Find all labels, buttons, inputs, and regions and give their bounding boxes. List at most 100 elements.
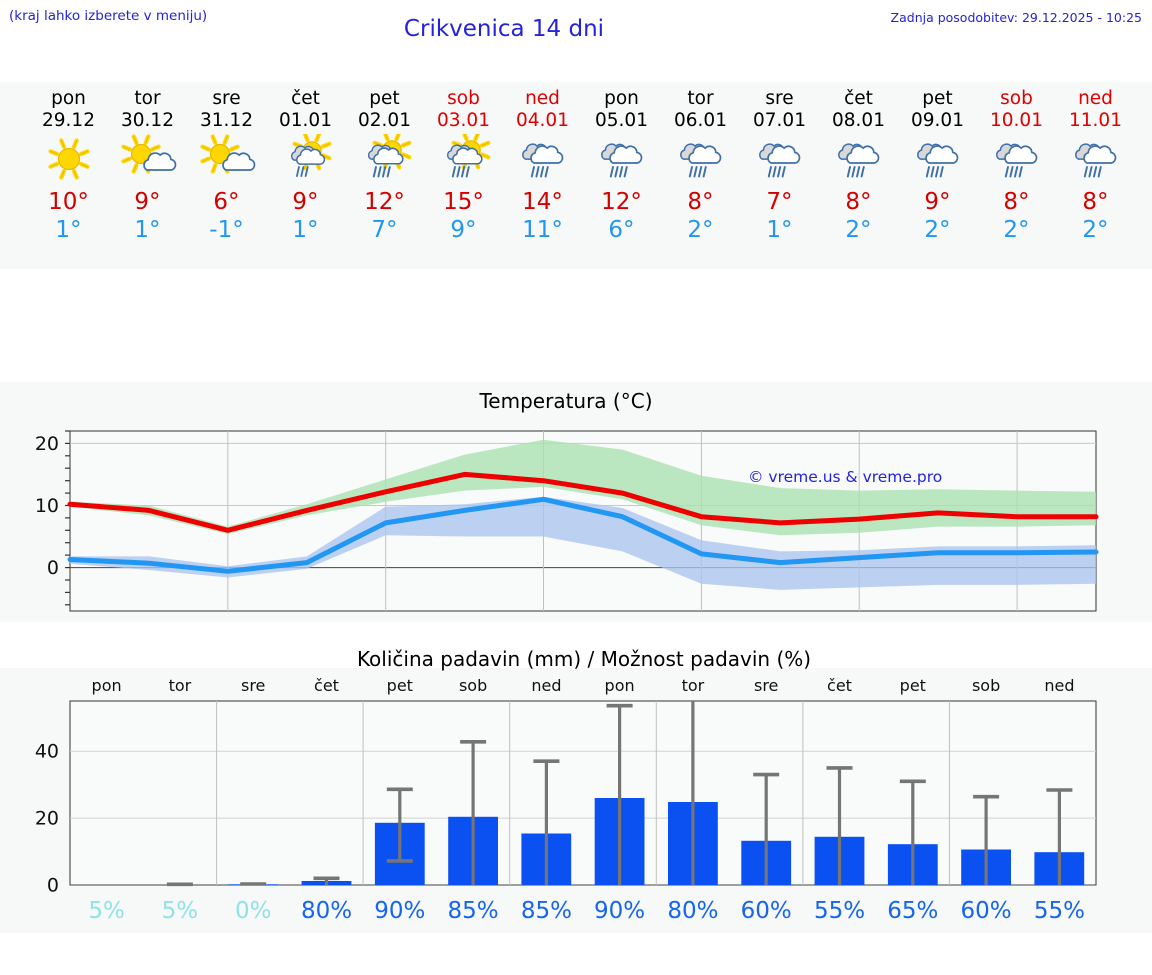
max-temperature-label: 8° [687,189,714,215]
sun-cloud-icon [197,134,257,186]
day-date-label: 03.01 [437,110,490,131]
max-temperature-label: 8° [845,189,872,215]
day-of-week-label: čet [844,88,873,109]
cloud-rain-icon [829,134,889,186]
day-column: pet 09.01 9° 2° [898,82,977,269]
max-temperature-label: 15° [443,189,484,215]
min-temperature-label: -1° [209,217,244,243]
day-date-label: 29.12 [42,110,95,131]
day-column: sre 31.12 6° -1° [187,82,266,269]
min-temperature-label: 2° [924,217,951,243]
day-date-label: 01.01 [279,110,332,131]
day-date-label: 08.01 [832,110,885,131]
precip-day-label: pet [900,676,926,695]
min-temperature-label: 2° [1082,217,1109,243]
day-date-label: 09.01 [911,110,964,131]
day-of-week-label: sob [1000,88,1033,109]
precip-day-label: ned [1044,676,1074,695]
day-column: pon 05.01 12° 6° [582,82,661,269]
day-of-week-label: pon [604,88,639,109]
precip-probability-label: 5% [162,898,199,924]
day-of-week-label: tor [687,88,714,109]
max-temperature-label: 14° [522,189,563,215]
day-date-label: 30.12 [121,110,174,131]
day-of-week-label: čet [291,88,320,109]
day-of-week-label: pet [369,88,400,109]
daily-forecast-row: pon 29.12 10° 1° tor 30.12 9° 1° sre 31.12 6° -1° če… [0,82,1152,269]
daily-summary-panel [0,82,1152,269]
page-header: (kraj lahko izberete v meniju) Crikvenic… [0,0,1152,46]
cloud-rain-icon [513,134,573,186]
svg-text:0: 0 [47,557,59,579]
max-temperature-label: 9° [292,189,319,215]
day-column: ned 04.01 14° 11° [503,82,582,269]
day-of-week-label: pet [922,88,953,109]
day-date-label: 11.01 [1069,110,1122,131]
sun-cloud-light-rain-icon [276,134,336,186]
precipitation-chart: 0 20 40 pon tor sre čet pet sob ned pon tor sre čet pe… [35,676,1097,924]
day-column: ned 11.01 8° 2° [1056,82,1135,269]
precip-probability-label: 85% [521,898,572,924]
page-title: Crikvenica 14 dni [403,16,605,42]
precip-probability-label: 55% [814,898,865,924]
day-date-label: 05.01 [595,110,648,131]
day-of-week-label: sre [212,88,241,109]
min-temperature-label: 2° [687,217,714,243]
precip-probability-label: 0% [235,898,272,924]
precip-day-label: ned [531,676,561,695]
day-column: sob 03.01 15° 9° [424,82,503,269]
min-temperature-label: 9° [450,217,477,243]
day-date-label: 31.12 [200,110,253,131]
max-temperature-label: 7° [766,189,793,215]
precip-probability-label: 65% [887,898,938,924]
precip-day-label: čet [827,676,852,695]
sun-cloud-rain-icon [434,134,494,186]
min-temperature-label: 11° [522,217,563,243]
precip-probability-label: 80% [667,898,718,924]
precip-day-label: tor [169,676,192,695]
max-temperature-label: 8° [1082,189,1109,215]
cloud-rain-icon [908,134,968,186]
precip-probability-label: 80% [301,898,352,924]
day-column: čet 01.01 9° 1° [266,82,345,269]
cloud-rain-icon [750,134,810,186]
max-temperature-label: 9° [924,189,951,215]
max-temperature-label: 6° [213,189,240,215]
precip-day-label: sre [241,676,265,695]
min-temperature-label: 1° [766,217,793,243]
day-column: tor 06.01 8° 2° [661,82,740,269]
day-date-label: 02.01 [358,110,411,131]
max-temperature-label: 9° [134,189,161,215]
min-temperature-label: 2° [1003,217,1030,243]
sun-cloud-icon [118,134,178,186]
svg-text:10: 10 [35,495,59,517]
cloud-rain-icon [592,134,652,186]
precip-probability-label: 55% [1034,898,1085,924]
svg-text:20: 20 [35,433,59,455]
cloud-rain-icon [987,134,1047,186]
precip-day-label: pet [387,676,413,695]
day-column: pet 02.01 12° 7° [345,82,424,269]
max-temperature-label: 8° [1003,189,1030,215]
precip-probability-label: 85% [448,898,499,924]
max-temperature-label: 12° [364,189,405,215]
precip-day-label: sob [972,676,1000,695]
min-temperature-label: 2° [845,217,872,243]
copyright-credit: © vreme.us & vreme.pro [748,468,943,486]
svg-text:40: 40 [35,741,59,763]
min-temperature-label: 1° [292,217,319,243]
precip-day-label: pon [92,676,122,695]
precip-day-label: pon [605,676,635,695]
menu-hint-text: (kraj lahko izberete v meniju) [9,8,208,24]
precip-day-label: sob [459,676,487,695]
precip-day-label: čet [314,676,339,695]
cloud-rain-icon [671,134,731,186]
day-date-label: 04.01 [516,110,569,131]
precip-day-label: sre [754,676,778,695]
day-column: pon 29.12 10° 1° [29,82,108,269]
svg-text:20: 20 [35,808,59,830]
day-of-week-label: pon [51,88,86,109]
day-column: tor 30.12 9° 1° [108,82,187,269]
svg-text:0: 0 [47,875,59,897]
